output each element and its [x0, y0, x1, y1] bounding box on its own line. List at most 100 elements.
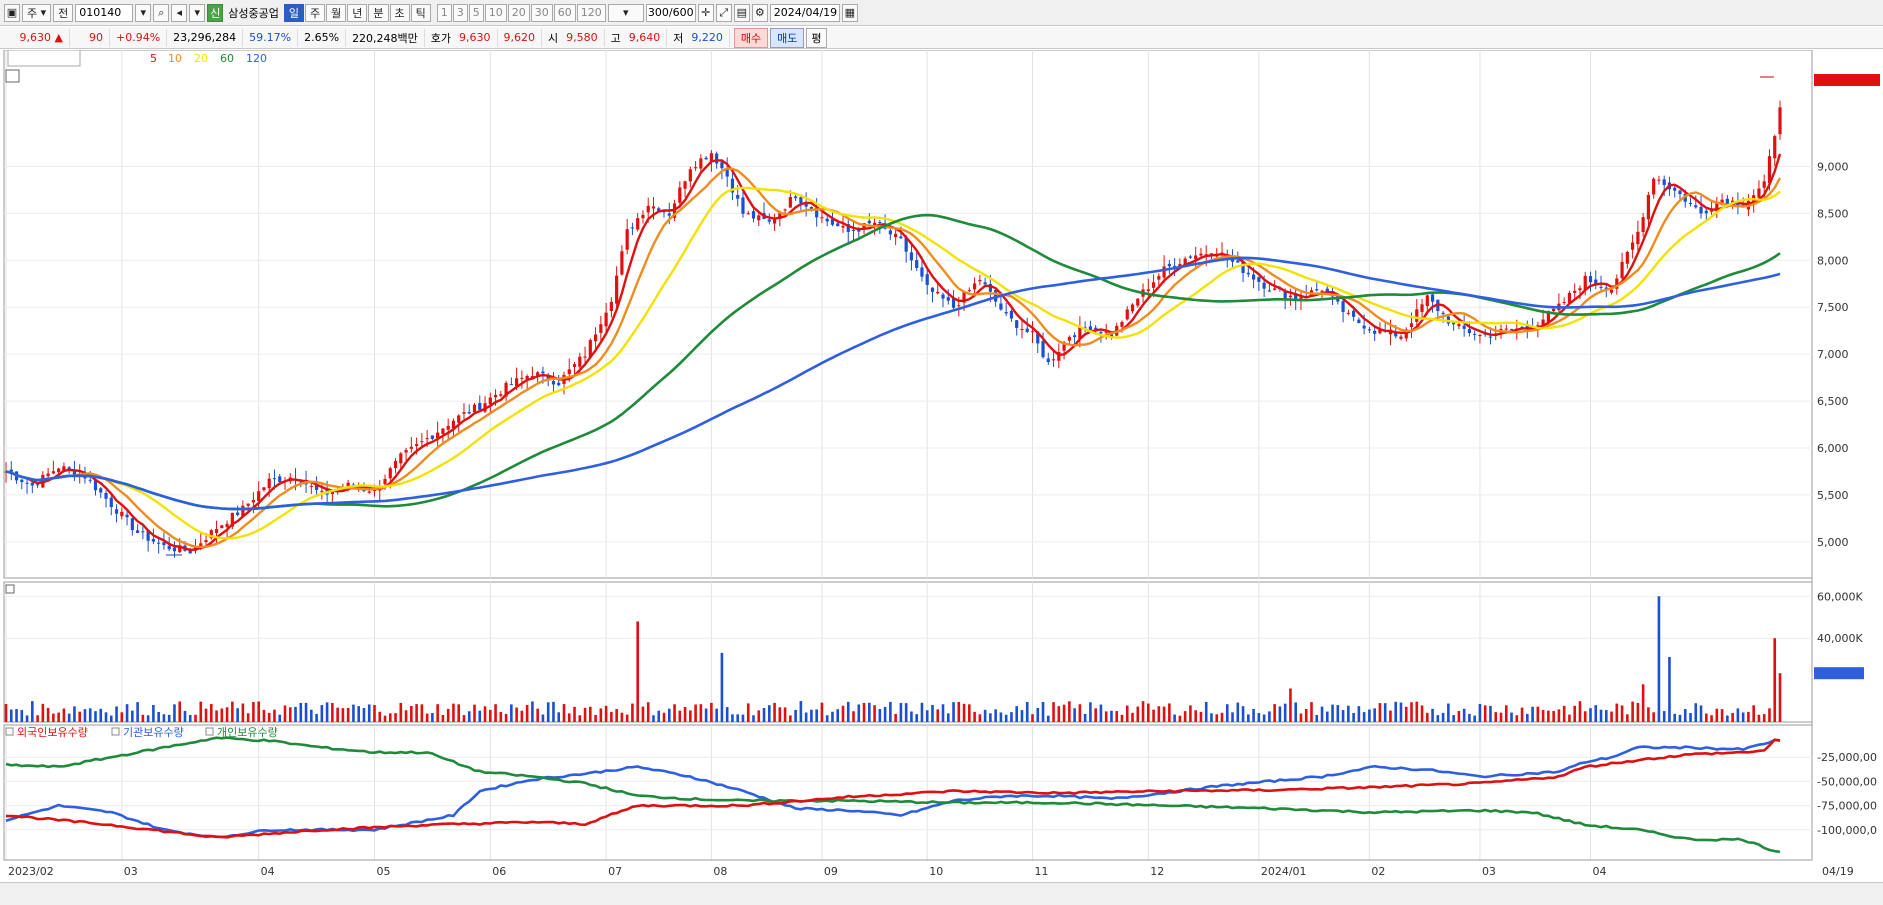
candle-body — [1620, 261, 1624, 279]
sound-icon[interactable]: ◂ — [171, 3, 188, 22]
code-dropdown-icon[interactable]: ▾ — [135, 3, 152, 22]
save-icon[interactable]: ▤ — [733, 3, 750, 22]
volume-bar — [1541, 709, 1545, 722]
volume-bar — [773, 702, 776, 722]
interval-button-5[interactable]: 5 — [468, 3, 484, 22]
candle-body — [246, 503, 250, 506]
holding-tick-label: -100,000,0 — [1817, 824, 1877, 837]
tool-icon[interactable]: ⤢ — [715, 3, 732, 22]
candle-body — [51, 471, 55, 474]
gear-icon[interactable]: ⚙ — [751, 3, 768, 22]
period-tab-3[interactable]: 년 — [347, 3, 368, 22]
volume-bar — [1057, 706, 1061, 722]
volume-bar — [425, 713, 429, 722]
volume-bar — [1294, 702, 1298, 722]
type-select[interactable]: 전 — [53, 3, 74, 22]
interval-button-20[interactable]: 20 — [507, 3, 530, 22]
average-button[interactable]: 평 — [806, 27, 827, 48]
period-tab-1[interactable]: 주 — [305, 3, 326, 22]
period-tab-4[interactable]: 분 — [368, 3, 389, 22]
volume-bar — [1231, 712, 1234, 722]
interval-button-3[interactable]: 3 — [452, 3, 468, 22]
buy-button[interactable]: 매수 — [733, 27, 769, 48]
volume-bar — [173, 704, 176, 722]
candle-body — [688, 169, 692, 182]
period-tab-2[interactable]: 월 — [326, 3, 347, 22]
search-icon[interactable]: ⌕ — [153, 3, 170, 22]
interval-button-30[interactable]: 30 — [530, 3, 553, 22]
volume-bar — [1015, 706, 1019, 722]
volume-bar — [1094, 708, 1097, 722]
candle-body — [1199, 253, 1203, 256]
candle-body — [225, 523, 229, 528]
volume-bar — [1262, 714, 1266, 722]
volume-bar — [1136, 706, 1140, 722]
interval-button-120[interactable]: 120 — [576, 3, 606, 22]
volume-bar — [473, 704, 476, 722]
interval-button-60[interactable]: 60 — [553, 3, 576, 22]
volume-bar — [352, 704, 355, 722]
count-input[interactable]: 300/600 — [645, 3, 696, 22]
candle-body — [35, 484, 40, 486]
grid-toggle-icon — [5, 69, 20, 83]
volume-bar — [1110, 710, 1113, 722]
layout-icon[interactable]: ▣ — [4, 3, 20, 22]
volume-bar — [436, 704, 439, 722]
volume-bar — [346, 707, 350, 722]
period-tab-5[interactable]: 초 — [389, 3, 410, 22]
volume-bar — [1052, 702, 1055, 722]
market-select[interactable]: 주 ▾ — [22, 3, 52, 22]
volume-bar — [810, 709, 813, 722]
volume-bar — [199, 701, 203, 722]
sound-dropdown-icon[interactable]: ▾ — [189, 3, 206, 22]
volume-bar — [1341, 710, 1345, 722]
crosshair-icon[interactable]: ✛ — [697, 3, 714, 22]
period-tab-6[interactable]: 틱 — [410, 3, 431, 22]
date-input[interactable]: 2024/04/19 — [769, 3, 840, 22]
volume-bar — [378, 711, 382, 722]
volume-bar — [904, 703, 908, 722]
candle-body — [88, 479, 92, 481]
volume-bar — [552, 701, 555, 722]
chart-scrollbar[interactable] — [0, 882, 1883, 905]
candle-body — [994, 290, 998, 302]
candle-body — [704, 157, 708, 160]
candle-body — [136, 530, 140, 533]
volume-bar — [225, 707, 229, 722]
candle-body — [794, 196, 798, 199]
candle-body — [504, 382, 508, 397]
holding-legend-marker — [205, 727, 214, 736]
volume-bar — [999, 712, 1003, 722]
candle-body — [146, 529, 150, 541]
volume-bar — [899, 702, 903, 722]
stock-chart[interactable]: 9,000 8,500 8,000 7,500 7,000 6,500 6,000 5,500… — [0, 50, 1883, 882]
candle-body — [1073, 335, 1077, 338]
candle-body — [1757, 188, 1761, 198]
volume-bar — [1420, 705, 1424, 722]
interval-dropdown[interactable]: ▾ — [607, 3, 644, 22]
volume-bar — [15, 709, 18, 722]
candle-body — [1125, 309, 1129, 320]
candle-body — [720, 162, 724, 169]
volume-bar — [520, 710, 524, 722]
interval-button-10[interactable]: 10 — [484, 3, 507, 22]
calendar-icon[interactable]: ▦ — [841, 3, 858, 22]
volume-bar — [889, 701, 892, 722]
volume-bar — [336, 707, 339, 722]
volume-bar — [1199, 711, 1203, 722]
interval-button-1[interactable]: 1 — [436, 3, 452, 22]
code-input[interactable]: 010140 — [75, 3, 134, 22]
volume-bar — [825, 715, 829, 722]
volume-bar — [141, 714, 145, 722]
period-tab-0[interactable]: 일 — [283, 3, 305, 22]
x-axis-label: 04 — [261, 865, 275, 878]
volume-bar — [304, 702, 308, 722]
volume-bar — [868, 702, 871, 722]
candle-body — [1294, 294, 1298, 300]
volume-bar — [1689, 713, 1692, 722]
volume-bar — [362, 707, 366, 722]
sell-button[interactable]: 매도 — [770, 27, 805, 48]
volume-bar — [1573, 705, 1577, 722]
candle-body — [1441, 312, 1445, 315]
candle-body — [1420, 304, 1424, 312]
